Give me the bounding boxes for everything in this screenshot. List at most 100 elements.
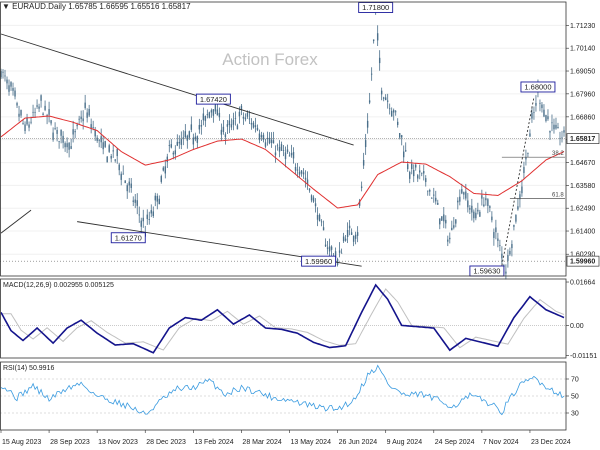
candle-body [354, 234, 357, 239]
candle-body [252, 122, 255, 128]
candle-body [154, 195, 156, 201]
candle-body [158, 198, 160, 205]
price-grid [0, 24, 566, 255]
candle-body [98, 139, 100, 141]
panel-frame [0, 1, 567, 277]
candle-body [236, 125, 239, 130]
candle-body [395, 111, 397, 113]
candle-body [72, 129, 74, 135]
candle-body [20, 110, 22, 116]
candle-body [92, 127, 94, 128]
candle-body [156, 195, 158, 202]
candle-body [563, 130, 565, 133]
candle-body [340, 252, 343, 254]
candle-body [308, 188, 311, 191]
x-tick-label: 13 May 2024 [291, 439, 332, 446]
rsi-tick-label: 50 [571, 394, 579, 401]
candle-body [479, 211, 481, 217]
candle-body [302, 172, 305, 175]
candle-body [280, 144, 283, 151]
candle-body [535, 103, 537, 106]
candle-body [417, 175, 419, 179]
candle-body [431, 197, 433, 199]
macd-line [0, 283, 565, 354]
candle-body [66, 143, 68, 148]
panel-frames [0, 1, 567, 431]
candle-body [384, 97, 387, 101]
candle-body [204, 116, 207, 121]
candle-body [200, 124, 203, 127]
candle-body [128, 181, 130, 186]
candle-body [164, 166, 166, 174]
candle-body [507, 255, 509, 261]
candle-body [316, 214, 319, 220]
candle-body [429, 190, 431, 192]
candle-body [162, 167, 164, 171]
candle-body [356, 232, 359, 236]
candle-body [409, 172, 411, 179]
rsi-title: RSI(14) 50.9916 [3, 365, 54, 372]
candle-body [481, 195, 483, 199]
candle-body [240, 105, 243, 111]
candle-body [471, 205, 473, 213]
candle-body [82, 118, 84, 122]
candle-body [505, 271, 507, 274]
candle-body [274, 152, 277, 156]
watermark: Action Forex [222, 50, 318, 69]
panel-frame [0, 278, 567, 359]
price-tick-label: 1.61400 [570, 229, 595, 236]
x-tick-label: 28 Mar 2024 [242, 439, 281, 446]
candle-body [16, 103, 18, 106]
candle-body [419, 170, 421, 173]
candle-body [527, 152, 529, 154]
candle-body [254, 125, 257, 128]
candle-body [178, 141, 181, 144]
candle-body [60, 129, 62, 136]
candle-body [172, 152, 175, 155]
candle-body [282, 150, 285, 151]
trendline-rise-line [501, 97, 535, 266]
candle-body [268, 137, 271, 144]
moving-average-line [0, 115, 565, 209]
candle-body [555, 124, 557, 129]
candle-body [260, 135, 263, 138]
candle-body [547, 116, 549, 120]
candle-body [382, 97, 385, 99]
candle-body [298, 171, 301, 175]
candle-body [495, 227, 497, 233]
candle-body [386, 100, 389, 102]
candle-body [521, 186, 523, 194]
candle-body [392, 110, 395, 113]
callout-box [301, 255, 337, 267]
candle-body [296, 169, 299, 171]
candle-body [312, 197, 315, 202]
candle-body [451, 227, 453, 231]
candle-body [246, 112, 249, 117]
candle-body [146, 214, 148, 220]
candle-body [561, 137, 563, 139]
candle-body [344, 238, 347, 241]
candle-body [248, 118, 251, 120]
candle-body [499, 245, 501, 246]
candle-body [186, 135, 189, 141]
candle-body [180, 139, 183, 145]
callout-label: 1.61270 [115, 233, 142, 242]
candle-body [118, 164, 120, 171]
candle-body [202, 113, 205, 121]
candle-body [68, 142, 70, 150]
candle-body [216, 109, 219, 116]
candle-body [80, 116, 82, 120]
candle-body [330, 246, 333, 250]
candle-body [48, 109, 50, 115]
candle-body [427, 190, 429, 192]
candle-body [557, 126, 559, 129]
candle-body [152, 211, 154, 217]
price-tick-label: 1.66860 [570, 114, 595, 121]
x-tick-label: 28 Dec 2023 [146, 439, 186, 446]
x-tick-label: 28 Sep 2023 [50, 439, 90, 446]
candle-body [467, 200, 469, 208]
candle-body [226, 124, 229, 127]
candle-body [485, 198, 487, 201]
candle-body [106, 156, 108, 163]
collapse-arrow-icon[interactable]: ▼ [2, 2, 10, 11]
